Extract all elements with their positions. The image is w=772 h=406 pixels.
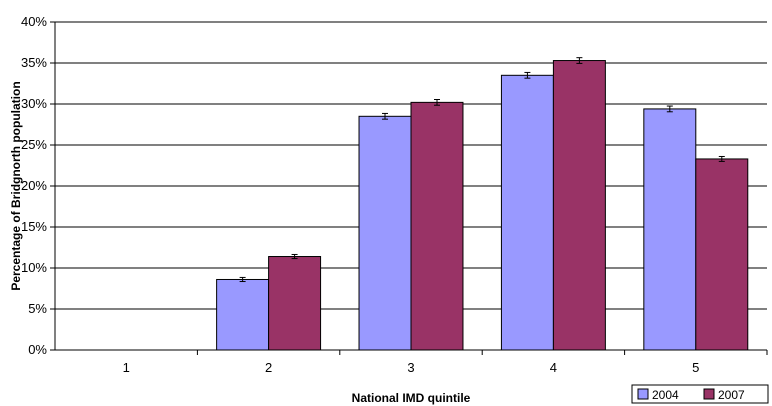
y-tick-label: 40%	[21, 14, 47, 29]
bar-2007-5	[695, 158, 749, 351]
y-tick-label: 15%	[21, 219, 47, 234]
x-tick-label: 3	[407, 360, 414, 375]
legend-box	[631, 384, 769, 404]
x-tick-label: 4	[550, 360, 557, 375]
y-tick-label: 35%	[21, 55, 47, 70]
bar-2004-2	[216, 278, 270, 351]
bar-2007-2	[268, 256, 322, 351]
x-tick-label: 1	[123, 360, 130, 375]
y-tick-label: 10%	[21, 260, 47, 275]
y-tick-label: 20%	[21, 178, 47, 193]
y-tick-labels: 0% 5% 10% 15% 20% 25% 30% 35% 40%	[21, 14, 47, 357]
bars	[196, 60, 768, 355]
y-tick-label: 0%	[28, 342, 47, 357]
bar-2007-4	[552, 60, 606, 351]
x-tick-label: 2	[265, 360, 272, 375]
y-tick-label: 25%	[21, 137, 47, 152]
y-axis-title: Percentage of Bridgnorth population	[9, 81, 23, 290]
legend-label-2007: 2007	[718, 388, 745, 402]
y-tick-label: 30%	[21, 96, 47, 111]
bar-2004-5	[643, 108, 697, 351]
bar-2004-3	[358, 115, 412, 351]
legend-label-2004: 2004	[652, 388, 679, 402]
legend-swatch-2004	[637, 388, 649, 400]
x-tick-label: 5	[692, 360, 699, 375]
x-tick-labels: 1 2 3 4 5	[123, 360, 700, 375]
y-tick-label: 5%	[28, 301, 47, 316]
bar-2007-3	[410, 101, 464, 351]
x-axis-title: National IMD quintile	[352, 391, 471, 405]
bar-2004-4	[500, 74, 554, 351]
legend: 2004 2007	[631, 384, 769, 404]
legend-swatch-2007	[703, 388, 715, 400]
